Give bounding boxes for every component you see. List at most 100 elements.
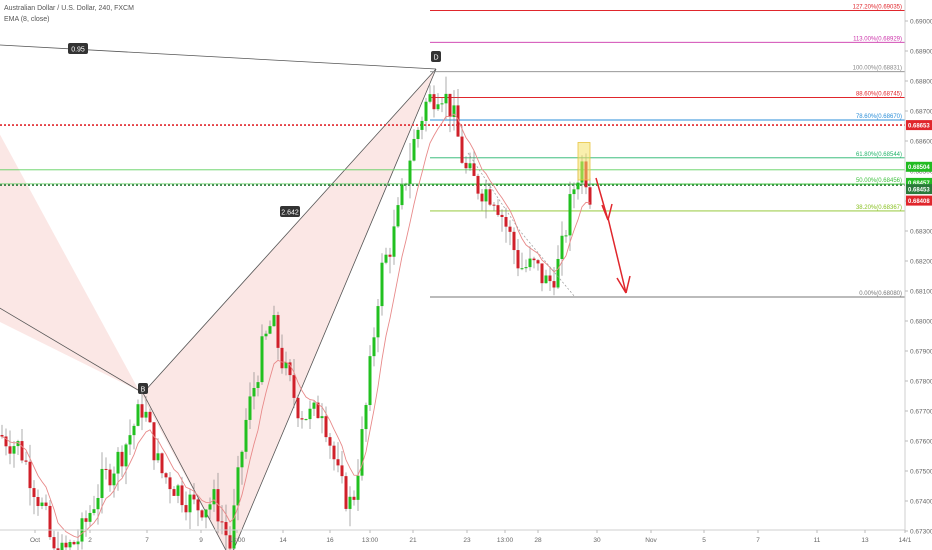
candle-body xyxy=(568,194,572,236)
price-tick-label: 0.68800 xyxy=(910,79,932,86)
candle-body xyxy=(392,226,396,257)
price-tag-bg xyxy=(906,161,932,172)
pattern-leg[interactable] xyxy=(230,68,437,550)
candle-body xyxy=(268,326,272,334)
ema-8-line xyxy=(1,113,591,539)
candle-body xyxy=(60,542,64,550)
fibonacci-retracement[interactable]: 127.20%(0.69035) 113.00%(0.68929) 100.00%(… xyxy=(430,5,905,298)
candle-body xyxy=(320,416,324,419)
candle-body xyxy=(264,333,268,337)
fib-level-label: 61.80%(0.68544) xyxy=(856,152,902,158)
candle-body xyxy=(28,461,32,489)
time-tick-label: Nov xyxy=(645,537,657,544)
candle-body xyxy=(528,258,532,268)
candle-body xyxy=(404,183,408,185)
pattern-leg[interactable] xyxy=(0,307,144,394)
candle-body xyxy=(364,405,368,430)
horizontal-levels[interactable] xyxy=(0,124,905,186)
candle-body xyxy=(288,362,292,376)
candle-body xyxy=(500,214,504,218)
time-tick-label: 7 xyxy=(756,537,760,544)
price-axis[interactable]: 0.69000 0.68900 0.68800 0.68700 0.68600 0.685… xyxy=(904,0,932,550)
candle-body xyxy=(252,387,256,397)
candle-body xyxy=(388,254,392,257)
candle-body xyxy=(140,404,144,418)
candle-body xyxy=(164,473,168,478)
candle-body xyxy=(436,104,440,110)
price-tick-label: 0.68900 xyxy=(910,49,932,56)
annotations[interactable] xyxy=(577,142,631,294)
ratio-label: 0.95 xyxy=(71,47,85,54)
candle-body xyxy=(556,258,560,288)
candle-body xyxy=(100,468,104,498)
pattern-leg[interactable] xyxy=(0,44,437,70)
arrow-head-1b[interactable] xyxy=(607,203,613,221)
candle-body xyxy=(496,205,500,215)
candle-body xyxy=(216,489,220,522)
candle-body xyxy=(144,411,148,418)
candle-body xyxy=(120,451,124,467)
candle-body xyxy=(444,93,448,104)
pattern-fill-bcd xyxy=(143,69,436,550)
candle-body xyxy=(256,382,260,388)
candle-body xyxy=(236,467,240,506)
candle-body xyxy=(352,496,356,500)
candle-body xyxy=(124,444,128,467)
price-tag-bg xyxy=(906,184,932,195)
candle-body xyxy=(48,505,52,538)
candle-body xyxy=(272,315,276,327)
candle-body xyxy=(212,489,216,505)
candle-body xyxy=(92,509,96,513)
arrow-head-2b[interactable] xyxy=(625,275,631,294)
candle-body xyxy=(168,477,172,490)
symbol-title[interactable]: Australian Dollar / U.S. Dollar, 240, FX… xyxy=(4,5,134,12)
candle-body xyxy=(4,436,8,447)
price-tick-label: 0.67900 xyxy=(910,349,932,356)
candle-body xyxy=(208,504,212,510)
candle-body xyxy=(284,362,288,369)
prz-box[interactable] xyxy=(577,142,591,181)
candle-body xyxy=(76,541,80,545)
candle-body xyxy=(420,120,424,130)
time-tick-label: 30 xyxy=(593,537,601,544)
candle-body xyxy=(44,502,48,506)
price-tick-label: 0.68000 xyxy=(910,319,932,326)
candle-body xyxy=(412,138,416,161)
fib-level-label: 113.00%(0.68929) xyxy=(853,36,902,42)
harmonic-pattern[interactable]: 0.95 2.642 B D xyxy=(0,40,441,550)
candle-body xyxy=(432,94,436,110)
fib-level-label: 78.60%(0.68670) xyxy=(856,114,902,120)
arrow-head-1a[interactable] xyxy=(601,204,609,221)
candle-body xyxy=(204,509,208,518)
price-tick-label: 0.67300 xyxy=(910,529,932,536)
candle-body xyxy=(96,497,100,510)
indicator-label[interactable]: EMA (8, close) xyxy=(4,16,50,23)
pattern-leg[interactable] xyxy=(142,68,437,394)
price-tick-label: 0.67600 xyxy=(910,439,932,446)
arrow-segment-2[interactable] xyxy=(607,217,627,294)
candle-body xyxy=(148,411,152,423)
time-axis[interactable]: Oct 2 7 9 13:00 14 16 13:00 21 23 13:00 28 30 Nov 5 7 11… xyxy=(0,529,912,544)
arrow-head-2a[interactable] xyxy=(616,277,627,294)
candle-body xyxy=(544,275,548,284)
candle-body xyxy=(488,189,492,205)
price-tick-label: 0.68500 xyxy=(910,169,932,176)
pattern-point-bg xyxy=(431,51,441,62)
candle-body xyxy=(480,193,484,202)
price-tick-label: 0.68200 xyxy=(910,259,932,266)
candle-body xyxy=(520,268,524,270)
time-tick-label: 23 xyxy=(463,537,471,544)
candle-body xyxy=(276,315,280,348)
candle-body xyxy=(328,437,332,446)
time-tick-label: 13:00 xyxy=(497,537,514,544)
candle-body xyxy=(504,217,508,227)
candle-body xyxy=(280,347,284,369)
candle-body xyxy=(136,404,140,426)
price-tick-label: 0.68700 xyxy=(910,109,932,116)
candle-body xyxy=(244,419,248,452)
candle-body xyxy=(64,542,68,548)
ratio-label-bg xyxy=(280,206,300,217)
candle-body xyxy=(340,465,344,477)
candle-body xyxy=(484,189,488,202)
